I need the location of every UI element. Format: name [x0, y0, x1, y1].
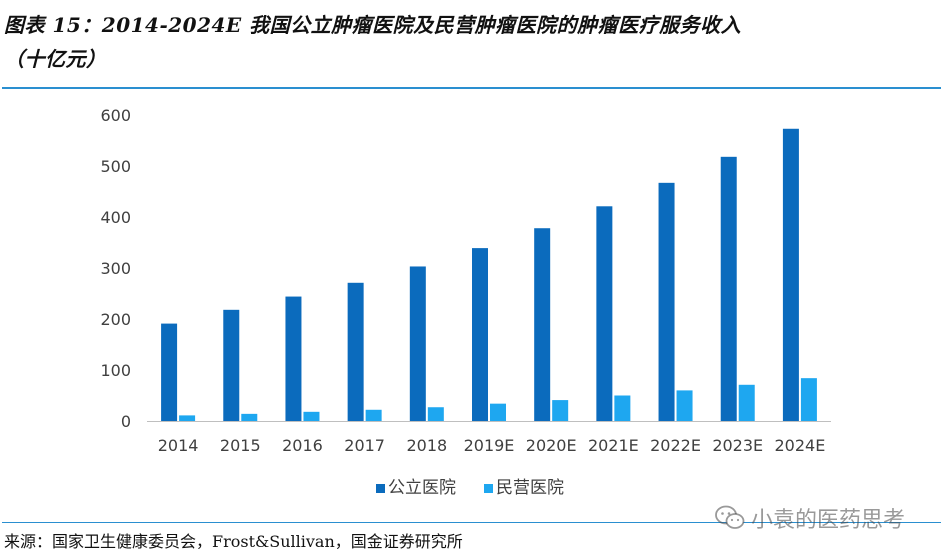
- bar: [409, 266, 426, 421]
- bar: [658, 182, 675, 421]
- footer-divider: [2, 522, 941, 523]
- y-tick-label: 600: [100, 106, 131, 125]
- bar: [552, 400, 569, 421]
- bar: [614, 395, 631, 421]
- bar: [161, 323, 178, 421]
- y-tick-label: 500: [100, 157, 131, 176]
- x-tick-label: 2023E: [712, 436, 763, 455]
- chart-title: 图表 15：2014-2024E 我国公立肿瘤医院及民营肿瘤医院的肿瘤医疗服务收…: [4, 8, 939, 76]
- y-tick-label: 200: [100, 310, 131, 329]
- bar: [676, 390, 693, 421]
- legend-label: 公立医院: [388, 478, 456, 498]
- bar: [490, 403, 506, 421]
- x-tick-label: 2019E: [464, 436, 515, 455]
- bar: [534, 228, 551, 421]
- bar: [241, 413, 258, 421]
- x-tick-label: 2017: [344, 436, 385, 455]
- x-tick-label: 2022E: [650, 436, 701, 455]
- x-tick-label: 2020E: [526, 436, 577, 455]
- legend-label: 民营医院: [496, 478, 564, 498]
- x-tick-label: 2014: [158, 436, 199, 455]
- legend-swatch: [484, 484, 493, 493]
- x-tick-label: 2018: [406, 436, 447, 455]
- x-tick-label: 2016: [282, 436, 323, 455]
- x-tick-label: 2021E: [588, 436, 639, 455]
- legend-swatch: [376, 484, 385, 493]
- y-tick-label: 300: [100, 259, 131, 278]
- bar: [179, 415, 196, 421]
- y-tick-label: 100: [100, 361, 131, 380]
- x-tick-label: 2024E: [774, 436, 825, 455]
- bar: [596, 206, 613, 421]
- bar: [472, 248, 488, 421]
- bar-series-private-hospital: [179, 378, 817, 421]
- y-tick-label: 400: [100, 208, 131, 227]
- watermark: 小袁的医药思考: [715, 502, 905, 534]
- chart-title-line1: 图表 15：2014-2024E 我国公立肿瘤医院及民营肿瘤医院的肿瘤医疗服务收…: [4, 13, 742, 37]
- bar-chart: 0 100 200 300 400 500 600 2014 2015 2016 2017 2018…: [100, 106, 831, 498]
- bar: [303, 411, 320, 421]
- y-axis: 0 100 200 300 400 500 600: [100, 106, 131, 431]
- bar: [365, 409, 382, 421]
- bar: [720, 156, 737, 421]
- bar: [285, 296, 302, 421]
- source-note: 来源：国家卫生健康委员会，Frost&Sullivan，国金证券研究所: [4, 532, 463, 551]
- bar: [738, 384, 755, 421]
- title-divider: [2, 87, 941, 89]
- bar: [800, 378, 817, 421]
- bar: [223, 309, 240, 421]
- x-axis: 2014 2015 2016 2017 2018 2019E 2020E 2021E 2022E…: [158, 436, 826, 455]
- legend: 公立医院 民营医院: [376, 478, 564, 498]
- x-tick-label: 2015: [220, 436, 261, 455]
- chart-title-line2: （十亿元）: [4, 47, 107, 71]
- bar: [347, 282, 364, 421]
- bar: [782, 128, 799, 421]
- bar-series-public-hospital: [161, 128, 799, 421]
- y-tick-label: 0: [121, 412, 131, 431]
- bar: [427, 407, 444, 421]
- bar-series-group: [161, 128, 817, 421]
- watermark-text: 小袁的医药思考: [751, 508, 906, 533]
- wechat-icon: [715, 505, 745, 529]
